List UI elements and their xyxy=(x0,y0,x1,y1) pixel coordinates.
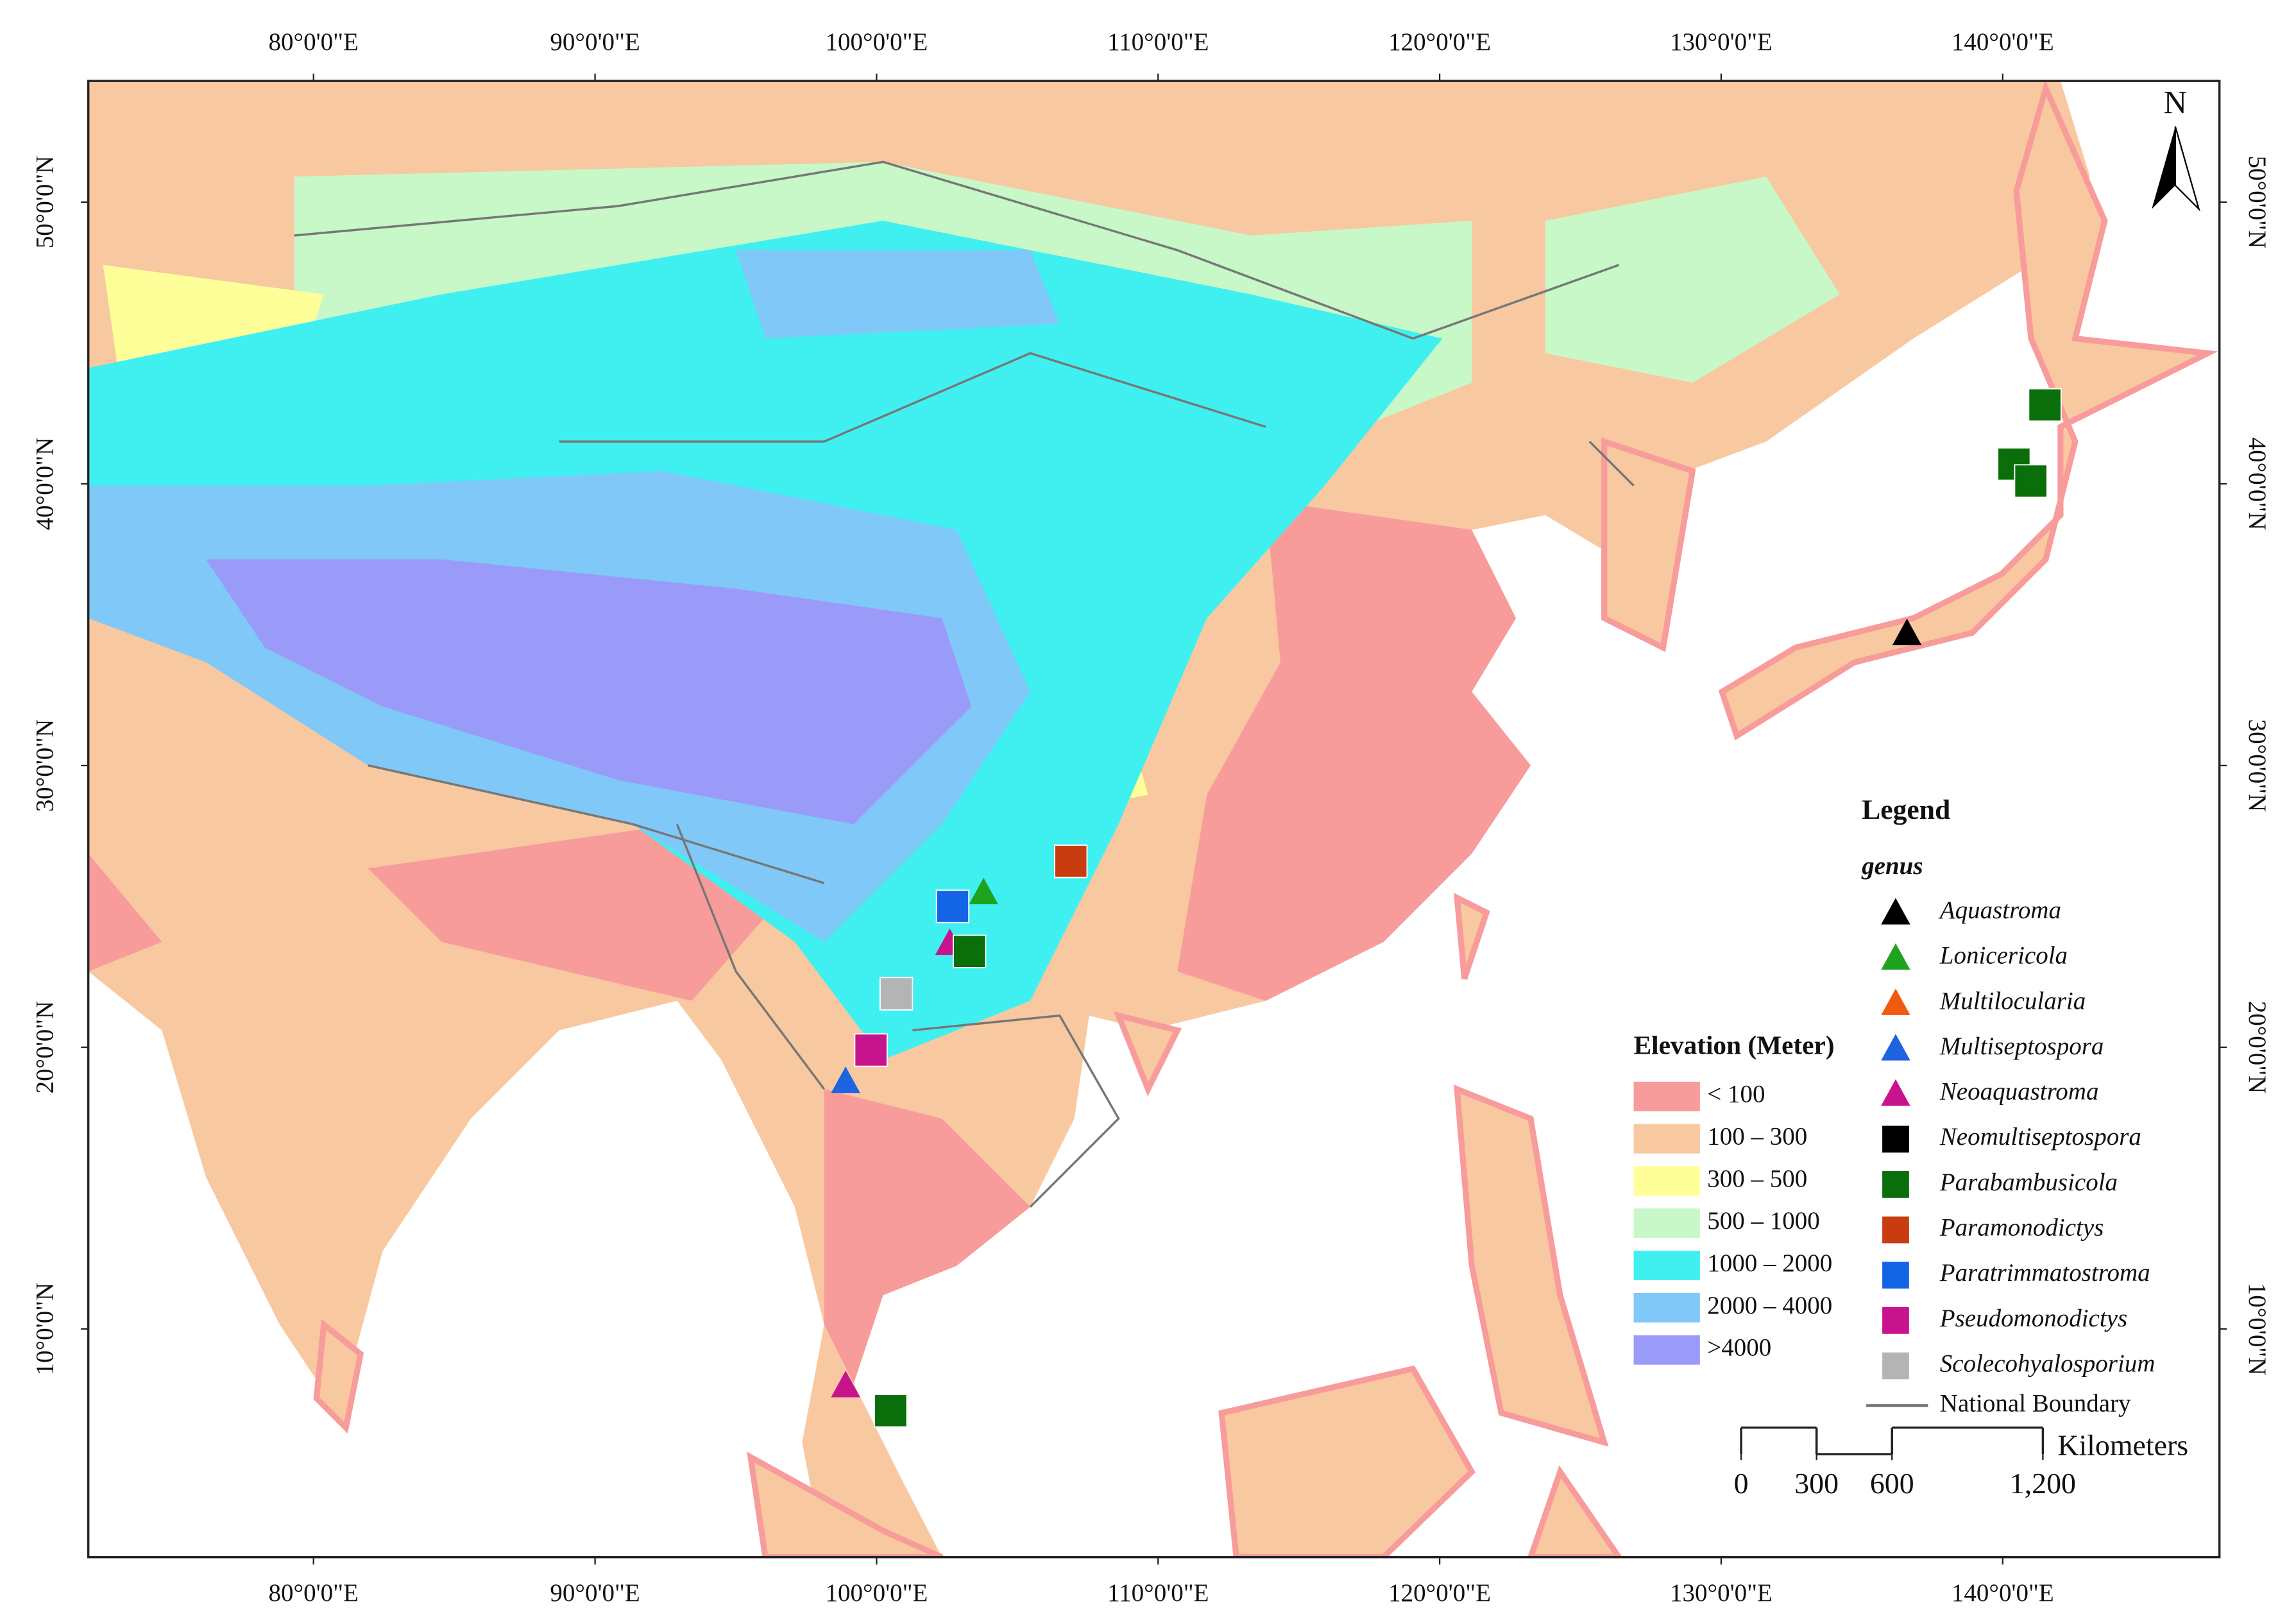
x-tick-label: 120°0'0"E xyxy=(1388,1579,1491,1607)
occurrence-point xyxy=(831,1066,860,1093)
legend-swatch xyxy=(1881,1215,1910,1245)
occurrence-point xyxy=(2014,464,2048,498)
north-arrow-right xyxy=(2174,126,2200,212)
y-tick-label: 10°0'0"N xyxy=(31,1283,58,1376)
x-tick-label: 80°0'0"E xyxy=(269,1579,359,1607)
elevation-swatch xyxy=(1633,1208,1700,1238)
elevation-label: 300 – 500 xyxy=(1707,1165,1807,1192)
x-tick-label: 120°0'0"E xyxy=(1388,28,1491,56)
legend-swatch xyxy=(1881,1306,1910,1335)
elevation-legend: < 100 100 – 300 300 – 500 500 – 1000 1000 – … xyxy=(1633,1081,1832,1365)
graticule-labels: 80°0'0"E 80°0'0"E 90°0'0"E 90°0'0"E 100°0'0"… xyxy=(31,28,2270,1607)
elevation-label: >4000 xyxy=(1707,1334,1771,1362)
legend-swatch xyxy=(1881,1170,1910,1199)
highland-purple xyxy=(206,559,972,825)
boundary-label: National Boundary xyxy=(1940,1389,2131,1417)
elevation-swatch xyxy=(1633,1124,1700,1154)
occurrence-point xyxy=(874,1394,908,1428)
north-label: N xyxy=(2164,85,2187,121)
x-tick-label: 130°0'0"E xyxy=(1670,1579,1773,1607)
scale-unit: Kilometers xyxy=(2057,1428,2188,1461)
elevation-label: 2000 – 4000 xyxy=(1707,1292,1832,1319)
lowland xyxy=(88,500,1531,1384)
elevation-swatch xyxy=(1633,1081,1700,1111)
elevation-swatch xyxy=(1633,1166,1700,1196)
elevation-label: 1000 – 2000 xyxy=(1707,1249,1832,1277)
scale-bar: 0 300 600 1,200 xyxy=(1734,1426,2076,1500)
terrain xyxy=(88,81,2220,1557)
legend-swatch xyxy=(1881,1351,1910,1381)
x-tick-label: 90°0'0"E xyxy=(550,28,640,56)
legend-subtitle: genus xyxy=(1861,852,1923,880)
legend-title: Legend xyxy=(1862,794,1950,825)
legend-label: Parabambusicola xyxy=(1939,1169,2118,1196)
x-tick-label: 100°0'0"E xyxy=(825,1579,928,1607)
occurrence-point xyxy=(854,1033,888,1067)
legend-label: Neoaquastroma xyxy=(1939,1078,2099,1106)
y-tick-label: 30°0'0"N xyxy=(2243,719,2271,812)
elevation-label: 500 – 1000 xyxy=(1707,1207,1819,1235)
y-tick-label: 20°0'0"N xyxy=(2243,1001,2271,1094)
elevation-label: < 100 xyxy=(1707,1081,1765,1108)
legend: Aquastroma Lonicericola Multilocularia Mult… xyxy=(1881,896,2156,1381)
legend-swatch xyxy=(1881,1260,1910,1290)
scale-label: 300 xyxy=(1794,1467,1839,1500)
legend-label: Paratrimmatostroma xyxy=(1939,1259,2150,1287)
x-tick-label: 140°0'0"E xyxy=(1952,1579,2054,1607)
legend-label: Aquastroma xyxy=(1938,896,2061,924)
elevation-label: 100 – 300 xyxy=(1707,1123,1807,1151)
legend-label: Neomultiseptospora xyxy=(1939,1123,2141,1151)
occurrence-point xyxy=(969,877,998,905)
legend-swatch xyxy=(1881,898,1910,925)
legend-label: Multiseptospora xyxy=(1939,1032,2104,1060)
japan xyxy=(1718,81,2218,741)
y-tick-label: 40°0'0"N xyxy=(31,438,58,531)
legend-swatch xyxy=(1881,988,1910,1015)
map-frame xyxy=(87,80,2221,1559)
x-tick-label: 140°0'0"E xyxy=(1952,28,2054,56)
occurrence-points xyxy=(831,388,2062,1428)
scale-label: 1,200 xyxy=(2010,1467,2076,1500)
legend-label: Paramonodictys xyxy=(1939,1214,2104,1242)
x-tick-label: 80°0'0"E xyxy=(269,28,359,56)
occurrence-point xyxy=(879,977,914,1011)
occurrence-point xyxy=(953,934,987,968)
y-tick-label: 30°0'0"N xyxy=(31,719,58,812)
legend-swatch xyxy=(1881,1034,1910,1061)
y-tick-label: 40°0'0"N xyxy=(2243,438,2271,531)
occurrence-point xyxy=(935,889,970,923)
elevation-swatch xyxy=(1633,1251,1700,1281)
legend-label: Lonicericola xyxy=(1939,942,2068,970)
x-tick-label: 110°0'0"E xyxy=(1107,1579,1209,1607)
elevation-swatch xyxy=(1633,1335,1700,1365)
y-tick-label: 50°0'0"N xyxy=(2243,156,2271,249)
occurrence-point xyxy=(1892,618,1922,646)
y-tick-label: 50°0'0"N xyxy=(31,156,58,249)
scale-segment xyxy=(1891,1426,2045,1455)
elevation-title: Elevation (Meter) xyxy=(1634,1031,1835,1061)
legend-label: Pseudomonodictys xyxy=(1939,1305,2127,1332)
x-tick-label: 130°0'0"E xyxy=(1670,28,1773,56)
y-tick-label: 20°0'0"N xyxy=(31,1001,58,1094)
legend-label: Multilocularia xyxy=(1939,987,2086,1015)
legend-label: Scolecohyalosporium xyxy=(1940,1349,2156,1377)
occurrence-point xyxy=(1054,844,1088,878)
x-tick-label: 100°0'0"E xyxy=(825,28,928,56)
legend-swatch xyxy=(1881,1079,1910,1106)
legend-swatch xyxy=(1881,1124,1910,1154)
occurrence-point xyxy=(831,1371,860,1398)
occurrence-point xyxy=(2028,388,2062,422)
x-tick-label: 90°0'0"E xyxy=(550,1579,640,1607)
scale-label: 0 xyxy=(1734,1467,1749,1500)
national-boundary xyxy=(294,160,1635,1208)
y-tick-label: 10°0'0"N xyxy=(2243,1283,2271,1376)
legend-swatch xyxy=(1881,943,1910,970)
islands xyxy=(313,437,1696,1557)
x-tick-label: 110°0'0"E xyxy=(1107,28,1209,56)
scale-label: 600 xyxy=(1870,1467,1914,1500)
elevation-swatch xyxy=(1633,1292,1700,1323)
